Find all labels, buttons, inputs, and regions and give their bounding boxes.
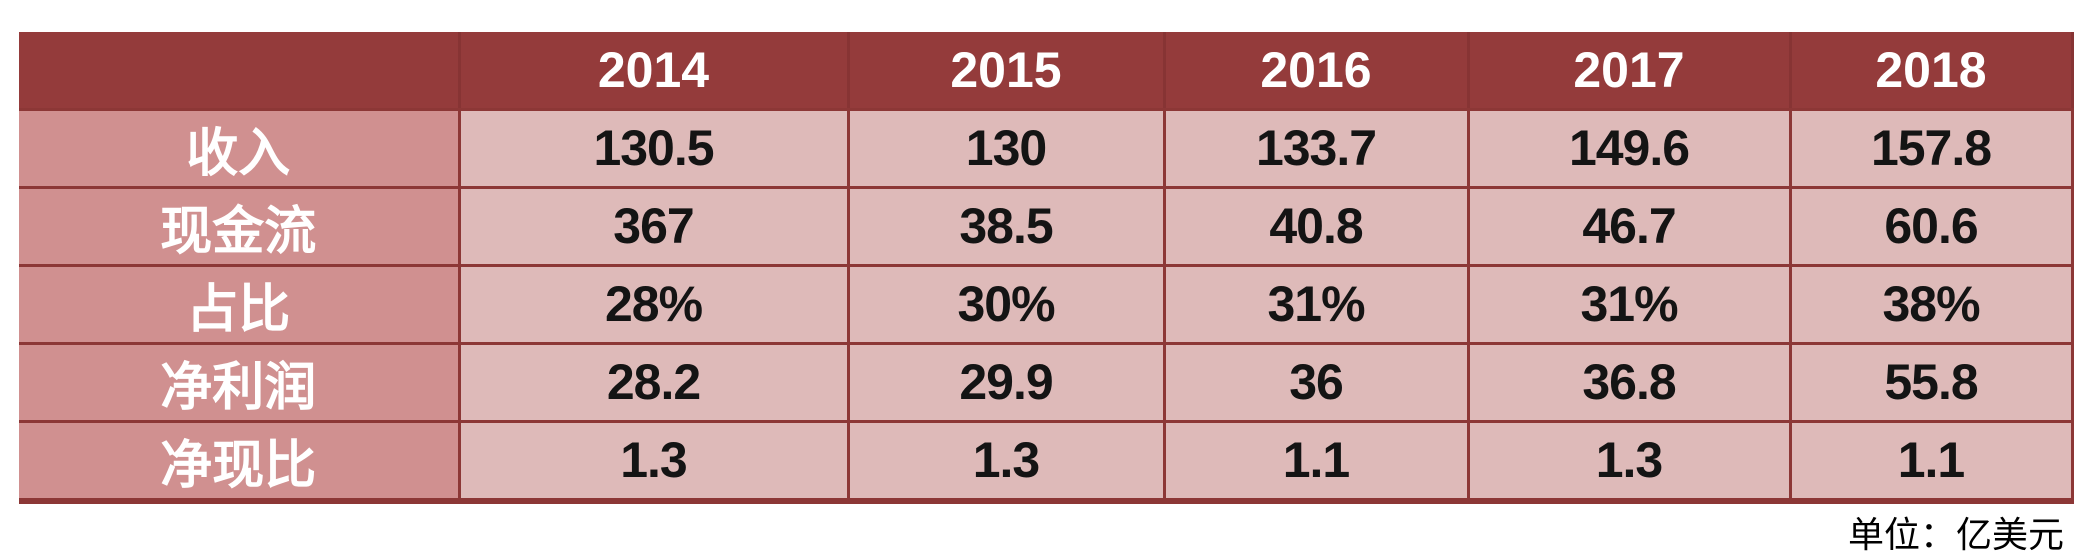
cell-ratio-2015: 30%	[846, 263, 1166, 345]
row-label-ratio: 占比	[19, 263, 461, 345]
cell-netcashratio-2017: 1.3	[1466, 419, 1792, 504]
cell-revenue-2018: 157.8	[1788, 107, 2074, 189]
row-label-netcashratio: 净现比	[19, 419, 461, 504]
cell-netcashratio-2018: 1.1	[1788, 419, 2074, 504]
cell-ratio-2014: 28%	[457, 263, 850, 345]
cell-netprofit-2018: 55.8	[1788, 341, 2074, 423]
cell-ratio-2017: 31%	[1466, 263, 1792, 345]
cell-netcashratio-2016: 1.1	[1162, 419, 1470, 504]
cell-ratio-2018: 38%	[1788, 263, 2074, 345]
table-row-netcashratio: 净现比 1.3 1.3 1.1 1.3 1.1	[19, 419, 2074, 504]
cell-netprofit-2017: 36.8	[1466, 341, 1792, 423]
year-header-2016: 2016	[1162, 32, 1470, 111]
cell-cashflow-2017: 46.7	[1466, 185, 1792, 267]
cell-netcashratio-2015: 1.3	[846, 419, 1166, 504]
year-header-2018: 2018	[1788, 32, 2074, 111]
cell-netcashratio-2014: 1.3	[457, 419, 850, 504]
table-row-netprofit: 净利润 28.2 29.9 36 36.8 55.8	[19, 341, 2074, 423]
cell-netprofit-2015: 29.9	[846, 341, 1166, 423]
cell-netprofit-2014: 28.2	[457, 341, 850, 423]
year-header-2014: 2014	[457, 32, 850, 111]
corner-cell	[19, 32, 461, 111]
row-label-netprofit: 净利润	[19, 341, 461, 423]
cell-revenue-2015: 130	[846, 107, 1166, 189]
row-label-cashflow: 现金流	[19, 185, 461, 267]
cell-cashflow-2016: 40.8	[1162, 185, 1470, 267]
cell-revenue-2014: 130.5	[457, 107, 850, 189]
cell-cashflow-2015: 38.5	[846, 185, 1166, 267]
table-row-revenue: 收入 130.5 130 133.7 149.6 157.8	[19, 107, 2074, 189]
cell-revenue-2017: 149.6	[1466, 107, 1792, 189]
year-header-2015: 2015	[846, 32, 1166, 111]
row-label-revenue: 收入	[19, 107, 461, 189]
cell-cashflow-2018: 60.6	[1788, 185, 2074, 267]
table-row-ratio: 占比 28% 30% 31% 31% 38%	[19, 263, 2074, 345]
cell-ratio-2016: 31%	[1162, 263, 1470, 345]
table-row-cashflow: 现金流 367 38.5 40.8 46.7 60.6	[19, 185, 2074, 267]
year-header-2017: 2017	[1466, 32, 1792, 111]
header-row: 2014 2015 2016 2017 2018	[19, 32, 2074, 111]
cell-revenue-2016: 133.7	[1162, 107, 1470, 189]
cell-cashflow-2014: 367	[457, 185, 850, 267]
cell-netprofit-2016: 36	[1162, 341, 1470, 423]
financial-table: 2014 2015 2016 2017 2018 收入 130.5 130 13…	[19, 32, 2074, 504]
unit-note: 单位：亿美元	[1847, 515, 2064, 554]
